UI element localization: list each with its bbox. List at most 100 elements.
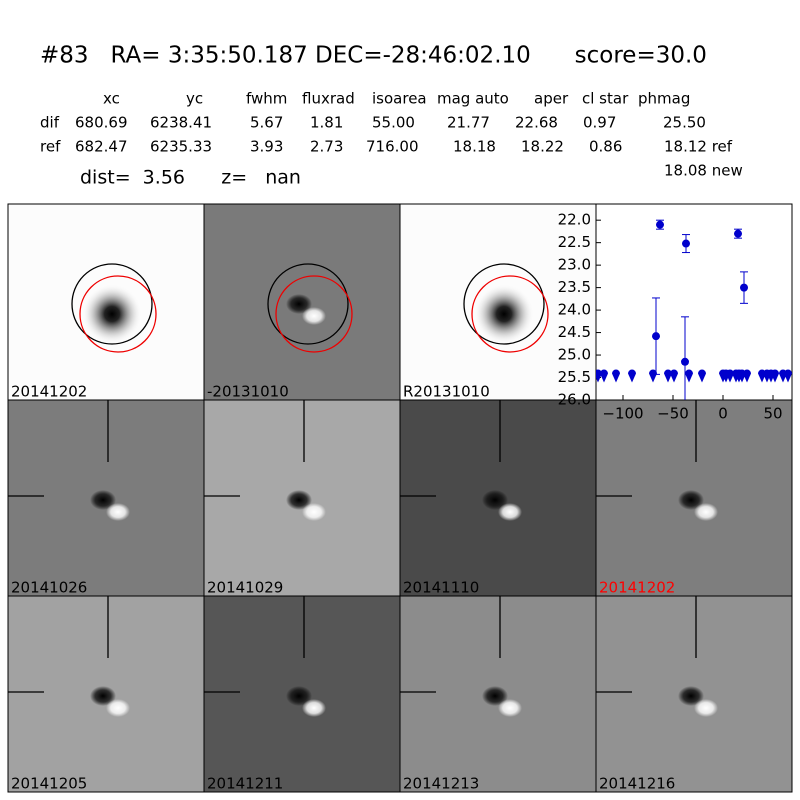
cell: 680.69 xyxy=(75,114,128,132)
cell: 55.00 xyxy=(372,114,415,132)
upper-limit xyxy=(743,369,751,383)
title: #83 RA= 3:35:50.187 DEC=-28:46:02.10 sco… xyxy=(40,43,707,69)
stamp-label: 20141211 xyxy=(207,775,283,793)
cell: 3.93 xyxy=(250,138,283,156)
stamp-label: 20141213 xyxy=(403,775,479,793)
stamp: 20141211 xyxy=(203,595,401,793)
dist: dist= 3.56 z= nan xyxy=(80,167,301,189)
ref-circle xyxy=(71,263,153,345)
cell: 0.97 xyxy=(583,114,616,132)
upper-limit xyxy=(784,369,792,383)
cell: 21.77 xyxy=(447,114,490,132)
column-header: isoarea xyxy=(372,90,427,108)
cell: 22.68 xyxy=(515,114,558,132)
dipole-light xyxy=(498,699,522,717)
stamp-label: 20141205 xyxy=(11,775,87,793)
y-tick-label: 23.5 xyxy=(558,278,591,296)
upper-limit xyxy=(685,369,693,383)
upper-limit xyxy=(600,369,608,383)
dipole-light xyxy=(694,503,718,521)
y-tick-label: 23.0 xyxy=(558,256,591,274)
cell: 6235.33 xyxy=(150,138,212,156)
x-tick-label: 0 xyxy=(718,405,728,423)
dipole-dark xyxy=(678,686,704,706)
y-tick-label: 25.5 xyxy=(558,368,591,386)
point xyxy=(734,229,742,238)
stamp: 20141213 xyxy=(399,595,597,793)
stamp: 20141216 xyxy=(595,595,793,793)
upper-limit xyxy=(628,369,636,383)
column-header: phmag xyxy=(638,90,690,108)
cell: 0.86 xyxy=(589,138,622,156)
stamp-label: 20141110 xyxy=(403,579,479,597)
stamp-label: -20131010 xyxy=(207,383,289,401)
plot-area xyxy=(595,203,793,401)
cell: 18.22 xyxy=(521,138,564,156)
point xyxy=(740,283,748,292)
upper-limit xyxy=(698,369,706,383)
dipole-light xyxy=(302,503,326,521)
cell: ref xyxy=(40,138,61,156)
stamp-label: 20141029 xyxy=(207,579,283,597)
y-tick-label: 22.0 xyxy=(558,211,591,229)
upper-limit xyxy=(664,369,672,383)
cell: 682.47 xyxy=(75,138,128,156)
cell: 2.73 xyxy=(310,138,343,156)
stamp: 20141205 xyxy=(7,595,205,793)
stamp: 20141029 xyxy=(203,399,401,597)
point xyxy=(681,357,689,366)
dipole-dark xyxy=(286,490,312,510)
column-header: fwhm xyxy=(246,90,287,108)
x-tick-label: −50 xyxy=(657,405,689,423)
x-tick-label: 50 xyxy=(763,405,782,423)
new-circle xyxy=(275,275,353,353)
star xyxy=(82,284,142,344)
x-tick-label: −100 xyxy=(602,405,643,423)
upper-limit xyxy=(649,369,657,383)
dipole-dark xyxy=(482,686,508,706)
new-circle xyxy=(471,275,549,353)
stamp: 20141202 xyxy=(7,203,205,401)
column-header: xc xyxy=(103,90,120,108)
cell: 18.12 ref xyxy=(664,138,733,156)
dipole-light xyxy=(694,699,718,717)
stamp: 20141202 xyxy=(595,399,793,597)
cell: 18.18 xyxy=(453,138,496,156)
upper-limit xyxy=(670,369,678,383)
marks xyxy=(596,219,792,400)
star xyxy=(474,284,534,344)
cell: dif xyxy=(40,114,60,132)
new-circle xyxy=(79,275,157,353)
cell: 6238.41 xyxy=(150,114,212,132)
y-tick-label: 24.0 xyxy=(558,301,591,319)
stamp-label: R20131010 xyxy=(403,383,490,401)
point xyxy=(682,239,690,248)
dipole-light xyxy=(302,699,326,717)
y-tick-label: 22.5 xyxy=(558,233,591,251)
upper-limit xyxy=(726,369,734,383)
stamp-label: 20141202 xyxy=(11,383,87,401)
dipole-dark xyxy=(678,490,704,510)
point xyxy=(656,220,664,229)
stamp-label: 20141026 xyxy=(11,579,87,597)
ref-circle xyxy=(267,263,349,345)
cell: 5.67 xyxy=(250,114,283,132)
stamp: 20141026 xyxy=(7,399,205,597)
stamp: R20131010 xyxy=(399,203,597,401)
upper-limit xyxy=(612,369,620,383)
new-mag: 18.08 new xyxy=(664,162,743,180)
upper-limit xyxy=(771,369,779,383)
stamp-label: 20141202 xyxy=(599,579,675,597)
dipole-dark xyxy=(90,490,116,510)
dipole-light xyxy=(106,503,130,521)
column-header: yc xyxy=(186,90,203,108)
column-header: aper xyxy=(534,90,569,108)
dipole-light xyxy=(302,307,326,325)
cell: 716.00 xyxy=(366,138,419,156)
cell: 25.50 xyxy=(663,114,706,132)
column-header: mag auto xyxy=(437,90,509,108)
stamp-image xyxy=(203,595,401,793)
dipole-dark xyxy=(482,490,508,510)
y-tick-label: 25.0 xyxy=(558,346,591,364)
